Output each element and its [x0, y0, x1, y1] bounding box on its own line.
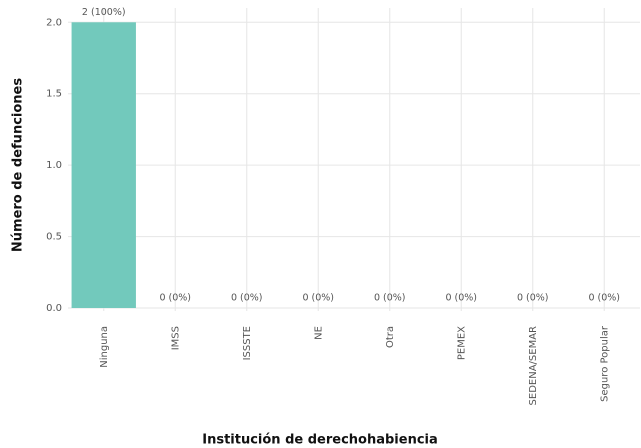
y-tick-label: 2.0: [46, 17, 62, 28]
x-tick-label: NE: [313, 326, 324, 340]
x-tick-label: SEDENA/SEMAR: [528, 326, 539, 406]
y-axis-title: Número de defunciones: [11, 78, 26, 252]
value-label: 0 (0%): [302, 293, 334, 304]
y-tick-label: 0.5: [46, 232, 62, 243]
y-tick-label: 1.5: [46, 89, 62, 100]
x-tick-label: Seguro Popular: [599, 325, 610, 402]
value-label: 0 (0%): [517, 293, 549, 304]
value-label: 0 (0%): [159, 293, 191, 304]
x-tick-label: PEMEX: [456, 326, 467, 360]
value-label: 0 (0%): [445, 293, 477, 304]
value-label: 2 (100%): [82, 7, 126, 18]
value-label: 0 (0%): [231, 293, 263, 304]
x-tick-label: ISSSTE: [242, 326, 253, 360]
y-tick-label: 0.0: [46, 303, 62, 314]
value-label: 0 (0%): [374, 293, 406, 304]
value-label: 0 (0%): [588, 293, 620, 304]
x-tick-label: IMSS: [170, 326, 181, 350]
y-tick-label: 1.0: [46, 160, 62, 171]
x-axis-title: Institución de derechohabiencia: [202, 433, 438, 448]
x-tick-label: Ninguna: [99, 326, 110, 368]
x-tick-label: Otra: [385, 326, 396, 348]
bar: [71, 22, 136, 309]
